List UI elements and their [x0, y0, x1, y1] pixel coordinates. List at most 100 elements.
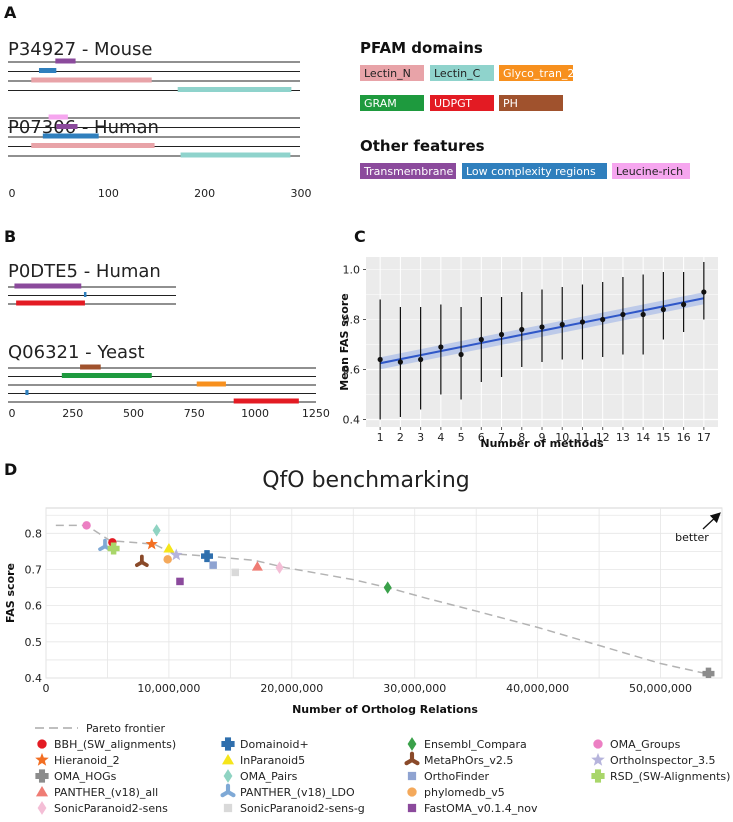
legend-swatch: [360, 95, 424, 111]
legend-entry-panther-v18-all: PANTHER_(v18)_all: [35, 785, 158, 799]
pfam-legend-title: PFAM domains: [360, 39, 483, 57]
panel-letter-a: A: [4, 3, 17, 22]
data-point-metaphors-v2-5: [135, 554, 149, 568]
panel-a-domain-architectures: P34927 - Mouse P07306 - Human 0 100 200 300: [8, 39, 312, 200]
panel-letter-d: D: [4, 460, 17, 479]
legend-swatch: [430, 65, 494, 81]
protein-title-p34927: P34927 - Mouse: [8, 39, 152, 60]
legend-label: Leucine-rich: [616, 165, 683, 178]
legend-swatch: [462, 163, 607, 179]
legend-label: Transmembrane: [363, 165, 453, 178]
legend-label: OMA_Groups: [610, 738, 681, 751]
feature-legend: PFAM domains Other features Lectin_N Lect…: [360, 39, 690, 179]
panel-c-fas-vs-methods: 1 2 3 4 5 6 7 8 9 10 11 12 13 14 15 16 170.40.60.81.0 Nu…: [338, 257, 718, 450]
legend-entry-fastoma-v0-1-4-nov: FastOMA_v0.1.4_nov: [407, 802, 538, 815]
panel-letter-c: C: [354, 227, 366, 246]
legend-swatch: [612, 163, 690, 179]
panel-a-tracks: [8, 58, 300, 158]
panel-d-legend: Pareto frontier BBH_(SW_alignments) Hiera…: [35, 722, 730, 815]
legend-item-ph: PH: [499, 95, 563, 111]
panel-d-y-tick-label: 0.5: [25, 636, 43, 649]
panel-c-x-tick-label: 4: [437, 431, 444, 444]
panel-c-x-tick-label: 2: [397, 431, 404, 444]
panel-c-x-tick-label: 16: [677, 431, 691, 444]
legend-item-lectin-c: Lectin_C: [430, 65, 494, 81]
legend-entry-hieranoid-2: Hieranoid_2: [35, 752, 120, 767]
panel-d-grid: [45, 508, 723, 679]
legend-swatch: [360, 163, 456, 179]
panel-d-y-axis-label: FAS score: [4, 563, 17, 623]
data-point-sonicparanoid2-sens-g: [231, 568, 240, 577]
mean-point: [600, 316, 606, 323]
panel-c-y-tick-label: 0.4: [343, 414, 361, 427]
feature-lectin-c: [177, 87, 292, 92]
legend-swatch: [499, 95, 563, 111]
panel-d-y-tick-label: 0.4: [25, 672, 43, 685]
legend-entry-rsd-sw-alignments: RSD_(SW-Alignments): [591, 769, 730, 783]
legend-marker-domainoid: [221, 737, 235, 751]
legend-entry-orthofinder: OrthoFinder: [407, 770, 490, 783]
legend-marker-oma-hogs: [35, 769, 49, 783]
panel-b-tick-label: 0: [9, 407, 16, 420]
panel-b-tick-label: 1250: [302, 407, 330, 420]
panel-b-tick-label: 250: [62, 407, 83, 420]
panel-b-domain-architectures: P0DTE5 - Human Q06321 - Yeast 0 250 500 750…: [8, 261, 330, 420]
legend-item-leucine-rich: Leucine-rich: [612, 163, 690, 179]
panel-c-y-axis-label: Mean FAS score: [338, 293, 351, 391]
panel-b-axis: 0 250 500 750 1000 1250: [9, 407, 330, 420]
panel-d-ticks: 0 10,000,000 20,000,000 30,000,000 40,000,00…: [25, 527, 693, 695]
panel-c-x-tick-label: 6: [478, 431, 485, 444]
legend-swatch: [360, 65, 424, 81]
legend-marker-phylomedb-v5: [407, 787, 417, 797]
legend-entry-ensembl-compara: Ensembl_Compara: [407, 737, 527, 751]
legend-marker-bbh-sw-alignments: [37, 739, 47, 749]
panel-c-x-tick-label: 3: [417, 431, 424, 444]
legend-label: PANTHER_(v18)_LDO: [240, 786, 355, 799]
pareto-legend-label: Pareto frontier: [86, 722, 165, 735]
legend-label: BBH_(SW_alignments): [54, 738, 176, 751]
panel-c-y-tick-label: 0.8: [343, 314, 361, 327]
feature-udpgt: [233, 398, 299, 404]
legend-label: Glyco_tran_28: [503, 67, 581, 80]
panel-d-plot-frame: [45, 507, 723, 679]
panel-c-x-tick-label: 10: [555, 431, 569, 444]
panel-c-x-tick-label: 14: [636, 431, 650, 444]
panel-c-x-tick-label: 9: [539, 431, 546, 444]
legend-entry-orthoinspector-3-5: OrthoInspector_3.5: [591, 752, 716, 767]
data-point-ensembl-compara: [383, 581, 392, 594]
legend-swatch: [430, 95, 494, 111]
mean-point: [620, 311, 626, 318]
legend-label: Lectin_N: [364, 67, 411, 80]
legend-label: GRAM: [364, 97, 397, 110]
feature-gram: [61, 373, 152, 378]
legend-entry-oma-pairs: OMA_Pairs: [223, 769, 298, 783]
feature-lectin-n: [31, 143, 155, 148]
legend-label: UDPGT: [434, 97, 472, 110]
panel-c-x-tick-label: 11: [575, 431, 589, 444]
panel-d-x-tick-label: 0: [43, 682, 50, 695]
panel-d-x-tick-label: 10,000,000: [137, 682, 200, 695]
feature-transmembrane: [14, 283, 82, 289]
panel-d-title: QfO benchmarking: [262, 468, 470, 493]
panel-d-x-tick-label: 40,000,000: [506, 682, 569, 695]
panel-b-tick-label: 500: [123, 407, 144, 420]
legend-entry-oma-groups: OMA_Groups: [593, 738, 681, 751]
better-arrow-icon: [702, 512, 721, 530]
mean-point: [640, 311, 646, 318]
panel-c-marks: [377, 262, 707, 420]
panel-c-y-tick-label: 1.0: [343, 264, 361, 277]
legend-entry-sonicparanoid2-sens-g: SonicParanoid2-sens-g: [223, 802, 365, 815]
feature-transmembrane: [55, 58, 76, 64]
mean-point: [478, 336, 484, 343]
legend-label: Domainoid+: [240, 738, 309, 751]
legend-marker-metaphors-v2-5: [404, 751, 420, 766]
legend-marker-rsd-sw-alignments: [591, 769, 605, 783]
legend-label: PANTHER_(v18)_all: [54, 786, 158, 799]
feature-lectin-n: [31, 77, 152, 83]
marker-arm: [409, 757, 420, 766]
legend-marker-sonicparanoid2-sens-g: [223, 803, 233, 813]
panel-c-x-tick-label: 5: [458, 431, 465, 444]
legend-label: MetaPhOrs_v2.5: [424, 754, 513, 767]
data-point-fastoma-v0-1-4-nov: [176, 577, 184, 586]
data-point-oma-hogs: [702, 667, 715, 678]
